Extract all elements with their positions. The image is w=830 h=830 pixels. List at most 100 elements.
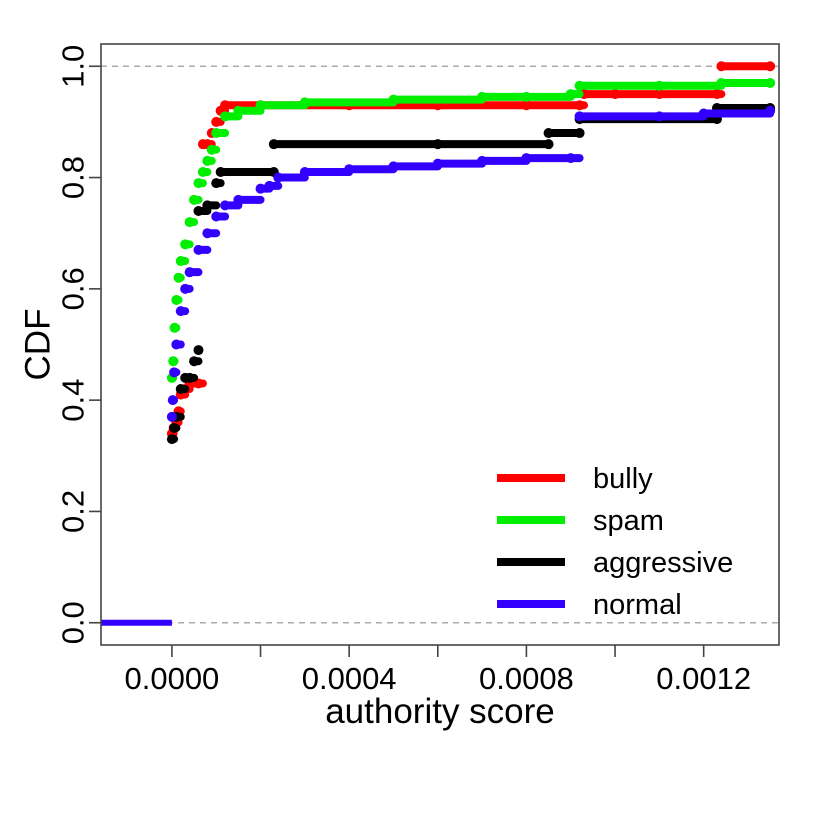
data-point xyxy=(169,367,180,378)
data-point xyxy=(169,422,180,433)
data-point xyxy=(654,111,665,122)
data-point xyxy=(202,155,213,166)
y-tick-label: 0.8 xyxy=(56,156,91,199)
data-point xyxy=(432,139,443,150)
data-point xyxy=(432,158,443,169)
data-point xyxy=(175,256,186,267)
series-normal xyxy=(101,105,776,626)
data-point xyxy=(565,89,576,100)
data-point xyxy=(202,200,213,211)
data-point xyxy=(388,94,399,105)
legend: bully spam aggressive normal xyxy=(497,463,733,621)
data-point xyxy=(574,111,585,122)
data-point xyxy=(197,166,208,177)
reference-lines xyxy=(101,65,779,624)
data-point xyxy=(716,61,727,72)
data-point xyxy=(543,128,554,139)
y-tick-label: 1.0 xyxy=(56,45,91,88)
x-axis-title: authority score xyxy=(325,692,555,731)
data-point xyxy=(711,89,722,100)
data-point xyxy=(211,211,222,222)
data-point xyxy=(521,153,532,164)
data-point xyxy=(169,322,180,333)
data-point xyxy=(765,105,776,116)
series-bully xyxy=(166,61,776,439)
data-point xyxy=(175,384,186,395)
plot-frame xyxy=(100,43,780,646)
data-point xyxy=(211,116,222,127)
data-point xyxy=(233,105,244,116)
legend-label-aggressive: aggressive xyxy=(593,547,733,579)
y-axis-title: CDF xyxy=(19,309,58,381)
data-point xyxy=(565,153,576,164)
data-point xyxy=(264,180,275,191)
data-point xyxy=(184,372,195,383)
data-point xyxy=(574,128,585,139)
data-point xyxy=(477,91,488,102)
data-point xyxy=(189,356,200,367)
data-point xyxy=(521,100,532,111)
data-point xyxy=(211,178,222,189)
data-point xyxy=(233,194,244,205)
data-point xyxy=(574,100,585,111)
data-point xyxy=(171,294,182,305)
data-point xyxy=(180,283,191,294)
data-point xyxy=(299,97,310,108)
legend-label-spam: spam xyxy=(593,505,664,537)
data-point xyxy=(166,434,177,445)
data-point xyxy=(193,205,204,216)
data-point xyxy=(184,267,195,278)
data-point xyxy=(273,172,284,183)
y-tick-label: 0.0 xyxy=(56,601,91,644)
data-point xyxy=(344,164,355,175)
data-point xyxy=(220,111,231,122)
data-point xyxy=(202,228,213,239)
data-point xyxy=(543,139,554,150)
data-point xyxy=(521,91,532,102)
series-layer xyxy=(101,61,776,626)
data-point xyxy=(765,61,776,72)
data-point xyxy=(215,166,226,177)
data-point xyxy=(173,272,184,283)
data-point xyxy=(220,200,231,211)
data-point xyxy=(574,80,585,91)
data-point xyxy=(166,411,177,422)
data-point xyxy=(193,244,204,255)
data-point xyxy=(610,89,621,100)
legend-label-normal: normal xyxy=(593,589,682,621)
data-point xyxy=(206,144,217,155)
x-axis: 0.0000 0.0004 0.0008 0.0012 xyxy=(124,645,751,696)
data-point xyxy=(654,89,665,100)
data-point xyxy=(255,183,266,194)
data-point xyxy=(220,100,231,111)
legend-label-bully: bully xyxy=(593,463,653,495)
x-tick-label: 0.0012 xyxy=(656,661,751,696)
y-tick-label: 0.6 xyxy=(56,267,91,310)
y-axis: 0.0 0.2 0.4 0.6 0.8 1.0 xyxy=(56,45,101,644)
x-tick-label: 0.0000 xyxy=(124,661,219,696)
data-point xyxy=(175,306,186,317)
data-point xyxy=(716,77,727,88)
data-point xyxy=(299,166,310,177)
data-point xyxy=(193,178,204,189)
data-point xyxy=(168,356,179,367)
data-point xyxy=(765,77,776,88)
x-tick-label: 0.0004 xyxy=(302,661,397,696)
data-point xyxy=(654,80,665,91)
data-point xyxy=(698,108,709,119)
data-point xyxy=(255,100,266,111)
data-point xyxy=(477,155,488,166)
y-tick-label: 0.4 xyxy=(56,379,91,422)
data-point xyxy=(167,395,178,406)
data-point xyxy=(189,194,200,205)
data-point xyxy=(184,217,195,228)
data-point xyxy=(211,128,222,139)
data-point xyxy=(180,239,191,250)
data-point xyxy=(388,161,399,172)
data-point xyxy=(171,339,182,350)
y-tick-label: 0.2 xyxy=(56,490,91,533)
data-point xyxy=(193,345,204,356)
series-spam xyxy=(166,77,776,383)
x-tick-label: 0.0008 xyxy=(479,661,574,696)
